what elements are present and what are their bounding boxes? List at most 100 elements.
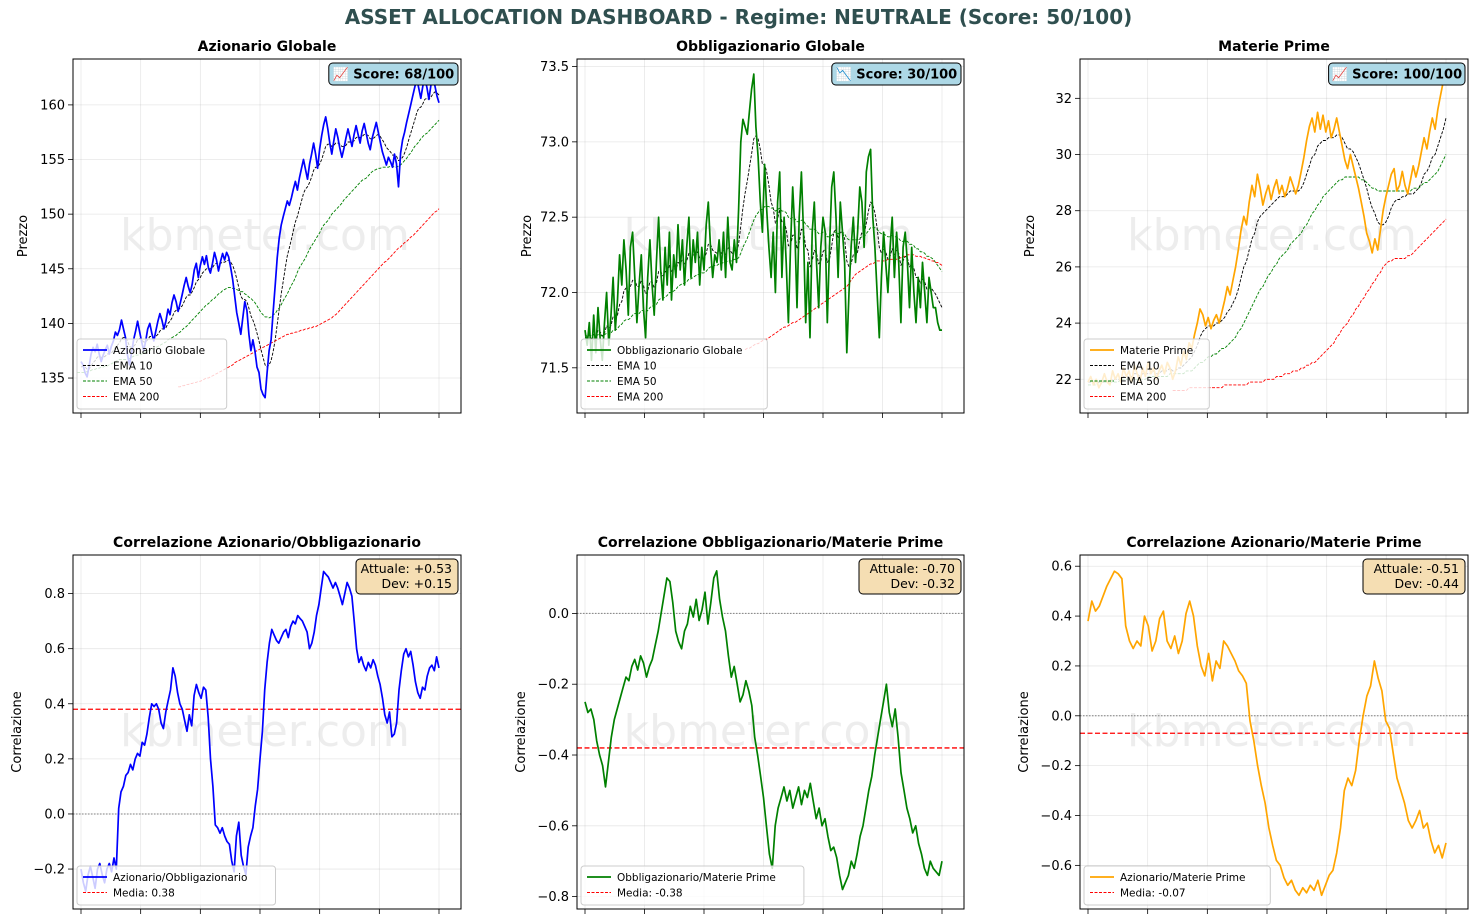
watermark: kbmeter.com — [120, 706, 410, 757]
legend-label: Materie Prime — [1120, 345, 1193, 357]
legend-label: Media: -0.38 — [617, 887, 683, 899]
plot-area — [577, 570, 964, 891]
watermark: kbmeter.com — [1127, 706, 1417, 757]
y-tick-label: 22 — [1055, 373, 1072, 388]
watermark: kbmeter.com — [624, 706, 914, 757]
y-tick-label: −0.4 — [1040, 809, 1072, 824]
y-tick-label: 26 — [1055, 260, 1072, 275]
axes-frame — [1079, 554, 1469, 910]
chart-panel-1: 135 140 145 150 155 160 kbmeter.com Azionario G… — [16, 39, 462, 418]
stats-box-line: Attuale: +0.53 — [361, 561, 452, 576]
y-tick-label: 0.6 — [1051, 560, 1072, 575]
legend: Azionario/Obbligazionario Media: 0.38 — [76, 865, 276, 906]
y-tick-label: −0.2 — [33, 863, 65, 878]
y-tick-label: 0.4 — [1051, 610, 1072, 625]
stats-box-line: Attuale: -0.70 — [870, 561, 955, 576]
legend-box — [76, 338, 228, 410]
stats-box-line: Dev: +0.15 — [381, 576, 452, 591]
stats-box-line: Dev: -0.32 — [890, 576, 955, 591]
plot-area — [1080, 570, 1468, 897]
y-tick-label: 24 — [1055, 317, 1072, 332]
y-tick-label: −0.4 — [537, 749, 569, 764]
stats-box — [1362, 558, 1466, 595]
series-line-ema-200 — [744, 254, 943, 351]
chart-title: Azionario Globale — [198, 39, 337, 55]
chart-title: Correlazione Azionario/Obbligazionario — [113, 535, 421, 551]
legend: Materie Prime EMA 10 EMA 50 EMA 200 — [1083, 338, 1210, 410]
y-tick-label: 0.8 — [44, 587, 65, 602]
watermark: kbmeter.com — [1127, 210, 1417, 261]
series-line-obbligazionario-globale — [584, 73, 942, 362]
axes-frame — [1079, 58, 1469, 414]
y-tick-label: −0.2 — [1040, 759, 1072, 774]
y-tick-label: 135 — [40, 372, 65, 387]
plot-area — [584, 73, 943, 362]
y-tick-label: 72.5 — [540, 211, 569, 226]
legend-label: EMA 10 — [113, 360, 153, 372]
legend-label: EMA 200 — [617, 391, 663, 403]
chart-title: Correlazione Azionario/Materie Prime — [1126, 535, 1421, 551]
legend-label: EMA 50 — [1120, 376, 1160, 388]
score-badge-text: 📉 Score: 30/100 — [836, 67, 958, 83]
y-tick-label: 28 — [1055, 204, 1072, 219]
legend-box — [1083, 865, 1271, 906]
y-tick-label: 32 — [1055, 92, 1072, 107]
legend-label: EMA 10 — [617, 360, 657, 372]
y-axis-label: Correlazione — [10, 691, 25, 772]
y-tick-label: 73.5 — [540, 60, 569, 75]
axes-frame — [72, 554, 462, 910]
legend-label: EMA 200 — [1120, 391, 1166, 403]
legend-label: Media: -0.07 — [1120, 887, 1186, 899]
dashboard-title: ASSET ALLOCATION DASHBOARD - Regime: NEU… — [344, 5, 1133, 29]
legend-label: Media: 0.38 — [113, 887, 175, 899]
y-axis-label: Correlazione — [514, 691, 529, 772]
y-tick-label: 155 — [40, 153, 65, 168]
chart-title: Correlazione Obbligazionario/Materie Pri… — [598, 535, 943, 551]
legend-box — [1083, 338, 1210, 410]
chart-panel-6: −0.6 −0.4 −0.2 0.0 0.2 0.4 0.6 kbmeter.com Corre… — [1017, 535, 1469, 914]
legend: Obbligazionario Globale EMA 10 EMA 50 EMA 2… — [580, 338, 768, 410]
y-tick-label: 145 — [40, 262, 65, 277]
score-badge — [328, 62, 459, 86]
chart-panel-4: −0.2 0.0 0.2 0.4 0.6 0.8 kbmeter.com Correlazio… — [10, 535, 462, 914]
score-badge — [1328, 62, 1466, 86]
axes-frame — [576, 58, 965, 414]
legend-label: EMA 10 — [1120, 360, 1160, 372]
legend-label: EMA 200 — [113, 391, 159, 403]
y-tick-label: −0.2 — [537, 678, 569, 693]
chart-panel-3: 22 24 26 28 30 32 kbmeter.com Materie Prime Prez… — [1023, 39, 1469, 418]
series-line-ema-200 — [1172, 218, 1447, 391]
chart-panel-2: 71.572.072.573.073.5kbmeter.comObbligazi… — [520, 39, 965, 418]
series-line-azionario-globale — [80, 75, 440, 399]
legend-label: Obbligazionario/Materie Prime — [617, 872, 776, 884]
y-tick-label: −0.6 — [1040, 859, 1072, 874]
legend-label: EMA 50 — [617, 376, 657, 388]
stats-box — [858, 558, 962, 595]
score-badge — [831, 62, 962, 86]
axes-frame — [576, 554, 965, 910]
legend-label: Azionario/Materie Prime — [1120, 872, 1246, 884]
chart-panel-5: −0.8 −0.6 −0.4 −0.2 0.0 kbmeter.com Correlazio… — [514, 535, 965, 914]
stats-box — [355, 558, 459, 595]
y-tick-label: 0.0 — [548, 607, 569, 622]
y-tick-label: 0.0 — [44, 807, 65, 822]
series-line-azionario-obbligazionario — [80, 570, 440, 892]
y-axis-label: Prezzo — [1023, 215, 1038, 257]
y-axis-label: Correlazione — [1017, 691, 1032, 772]
y-tick-label: −0.6 — [537, 819, 569, 834]
y-tick-label: 0.0 — [1051, 709, 1072, 724]
legend: Azionario Globale EMA 10 EMA 50 EMA 200 — [76, 338, 228, 410]
y-tick-label: 71.5 — [540, 361, 569, 376]
chart-title: Materie Prime — [1218, 39, 1330, 55]
y-tick-label: 0.2 — [1051, 659, 1072, 674]
axes-frame — [72, 58, 462, 414]
legend-box — [580, 865, 805, 906]
y-tick-label: 0.6 — [44, 642, 65, 657]
legend: Azionario/Materie Prime Media: -0.07 — [1083, 865, 1271, 906]
watermark: kbmeter.com — [120, 210, 410, 261]
y-tick-label: 160 — [40, 98, 65, 113]
y-tick-label: 73.0 — [540, 135, 569, 150]
y-tick-label: 140 — [40, 317, 65, 332]
legend: Obbligazionario/Materie Prime Media: -0.3… — [580, 865, 805, 906]
